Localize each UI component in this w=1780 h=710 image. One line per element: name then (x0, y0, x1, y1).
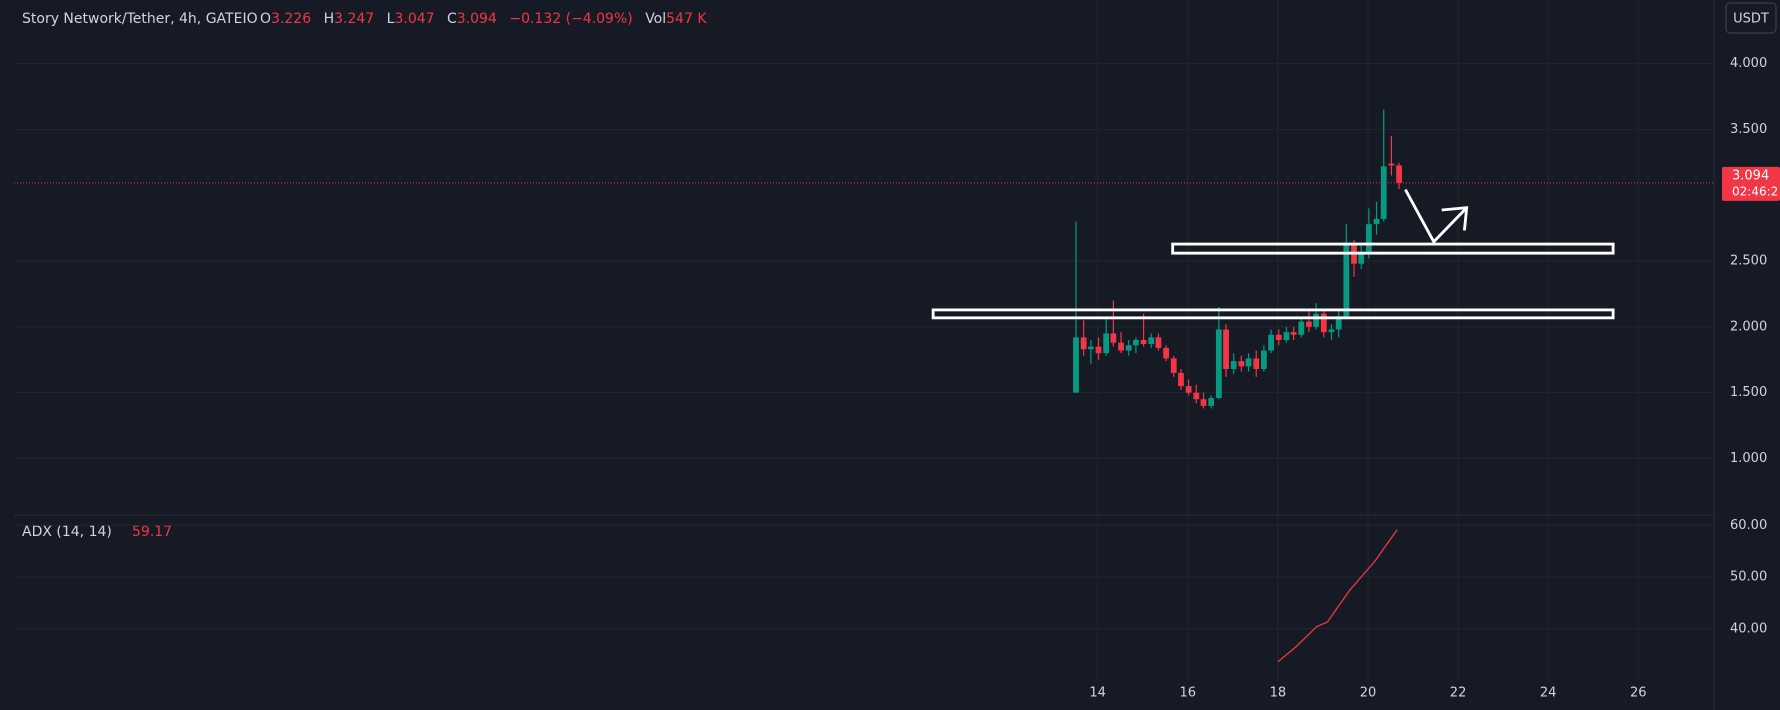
arrow-head (1441, 206, 1469, 231)
candle-body (1388, 163, 1395, 166)
candle-body (1313, 313, 1320, 327)
candle-body (1328, 329, 1335, 333)
candle-body (1080, 337, 1087, 350)
candle-body (1290, 332, 1297, 335)
candle-body (1185, 386, 1192, 393)
candle-body (1373, 218, 1380, 225)
candle-body (1365, 224, 1372, 254)
candle-body (1208, 397, 1215, 406)
h-label: H (324, 11, 335, 27)
symbol: Story Network/Tether, 4h, GATEIO (22, 11, 258, 27)
candle-body (1073, 337, 1079, 393)
candle-body (1298, 321, 1305, 335)
candle-body (1133, 340, 1139, 346)
price-tag-value: 3.094 (1732, 168, 1769, 183)
candle-body (1163, 347, 1170, 359)
candle-body (1335, 316, 1342, 330)
candle-body (1223, 329, 1229, 369)
candle-body (1275, 334, 1282, 341)
x-tick-label: 26 (1630, 686, 1647, 701)
x-tick-label: 24 (1540, 686, 1557, 701)
candle-body (1178, 372, 1184, 387)
currency-button[interactable] (1725, 2, 1777, 34)
change: −0.132 (−4.09%) (509, 11, 632, 27)
y-tick-label: 50.00 (1730, 570, 1767, 585)
y-tick-label: 40.00 (1730, 621, 1767, 636)
candle-body (1380, 166, 1387, 219)
indicator-title: ADX (14, 14) (22, 524, 112, 540)
x-tick-label: 22 (1450, 686, 1467, 701)
candle-body (1087, 346, 1094, 350)
volume: 547 K (666, 11, 707, 27)
candle-body (1238, 361, 1245, 367)
candle-body (1155, 337, 1162, 348)
x-tick-label: 16 (1179, 686, 1196, 701)
c-label: C (447, 11, 457, 27)
candle-body (1320, 313, 1327, 333)
y-tick-label: 4.000 (1730, 56, 1767, 71)
l-label: L (387, 11, 395, 27)
low: 3.047 (394, 11, 434, 27)
candle-body (1283, 332, 1290, 341)
candle-body (1306, 321, 1312, 327)
candle-body (1396, 165, 1402, 183)
drawings (931, 188, 1615, 320)
vol-label: Vol (645, 11, 666, 27)
candle-body (1245, 358, 1252, 367)
ohlc: O3.226 H3.247 L3.047 C3.094 −0.132 (−4.0… (260, 11, 707, 27)
candle-body (1103, 333, 1110, 354)
candle-body (1343, 245, 1350, 317)
candle-body (1268, 334, 1274, 351)
candle-body (1260, 350, 1267, 369)
candle-body (1095, 346, 1102, 354)
candle-body (1230, 361, 1237, 369)
candle-body (1193, 392, 1200, 400)
close: 3.094 (457, 11, 497, 27)
indicator-value: 59.17 (132, 524, 172, 540)
candle-body (1110, 333, 1117, 343)
adx-line (1277, 529, 1398, 663)
o-label: O (260, 11, 271, 27)
candle-body (1148, 337, 1155, 344)
x-tick-label: 18 (1270, 686, 1287, 701)
y-tick-label: 2.000 (1730, 319, 1767, 334)
candle-body (1170, 358, 1177, 373)
support-zone (931, 308, 1615, 320)
candle-body (1200, 399, 1207, 406)
candle-body (1253, 358, 1260, 369)
high: 3.247 (334, 11, 374, 27)
candle-body (1358, 253, 1365, 264)
projection-arrow (1404, 188, 1468, 245)
open: 3.226 (271, 11, 311, 27)
candle-body (1118, 342, 1124, 351)
currency: USDT (1733, 12, 1769, 27)
x-tick-label: 14 (1089, 686, 1106, 701)
x-tick-label: 20 (1360, 686, 1377, 701)
candle-body (1140, 340, 1147, 344)
candle-body (1215, 329, 1222, 398)
y-tick-label: 1.000 (1730, 451, 1767, 466)
y-tick-label: 2.500 (1730, 254, 1767, 269)
countdown: 02:46:2 (1732, 184, 1778, 198)
y-tick-label: 60.00 (1730, 518, 1767, 533)
y-tick-label: 1.500 (1730, 385, 1767, 400)
price-tag (1722, 166, 1780, 201)
resistance-zone (1171, 242, 1615, 255)
y-tick-label: 3.500 (1730, 122, 1767, 137)
candle-body (1125, 345, 1132, 351)
